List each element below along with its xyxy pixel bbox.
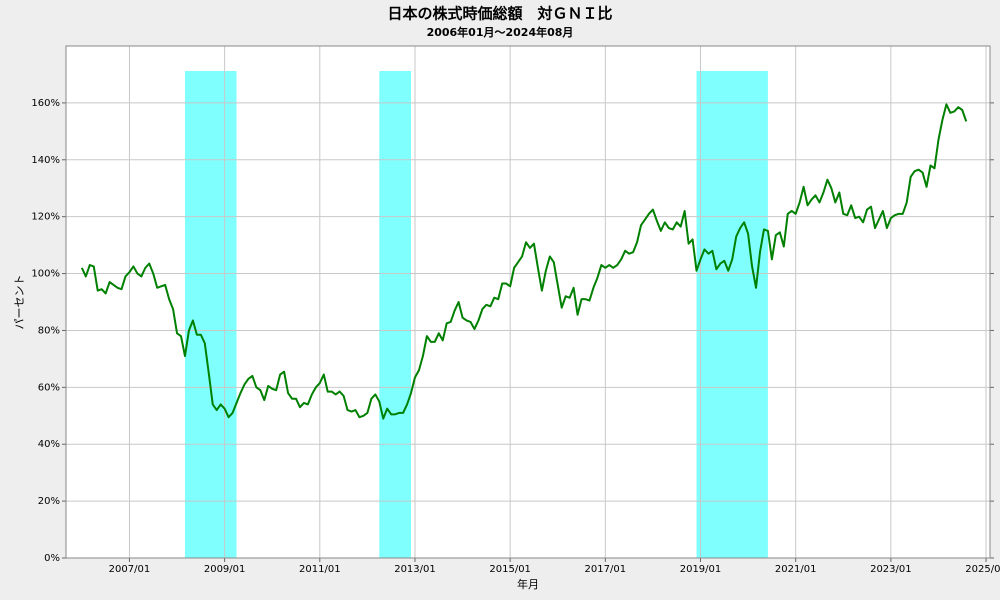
x-tick-label: 2007/01 [109, 564, 151, 575]
shaded-period [379, 71, 412, 558]
y-tick-label: 120% [31, 212, 60, 223]
y-tick-label: 140% [31, 155, 60, 166]
data-line [80, 103, 968, 420]
x-tick-label: 2019/01 [680, 564, 722, 575]
plot-frame [65, 45, 991, 559]
x-tick-label: 2023/01 [870, 564, 912, 575]
x-tick-label: 2025/01 [965, 564, 1000, 575]
x-tick-label: 2013/01 [394, 564, 436, 575]
y-tick-label: 0% [44, 553, 60, 564]
chart-subtitle: 2006年01月～2024年08月 [427, 25, 574, 39]
x-tick-label: 2015/01 [489, 564, 531, 575]
chart-title: 日本の株式時価総額 対ＧＮＩ比 [387, 5, 612, 23]
shaded-period [696, 71, 768, 558]
y-tick-label: 40% [38, 439, 60, 450]
y-tick-label: 80% [38, 325, 60, 336]
shaded-period [184, 71, 237, 558]
y-tick-label: 20% [38, 496, 60, 507]
x-tick-label: 2011/01 [299, 564, 341, 575]
x-axis-label: 年月 [517, 577, 539, 591]
x-tick-label: 2021/01 [775, 564, 817, 575]
x-tick-label: 2017/01 [585, 564, 627, 575]
y-tick-label: 60% [38, 382, 60, 393]
x-tick-label: 2009/01 [204, 564, 246, 575]
y-tick-label: 160% [31, 98, 60, 109]
y-tick-label: 100% [31, 269, 60, 280]
y-axis-label: パーセント [13, 275, 26, 330]
